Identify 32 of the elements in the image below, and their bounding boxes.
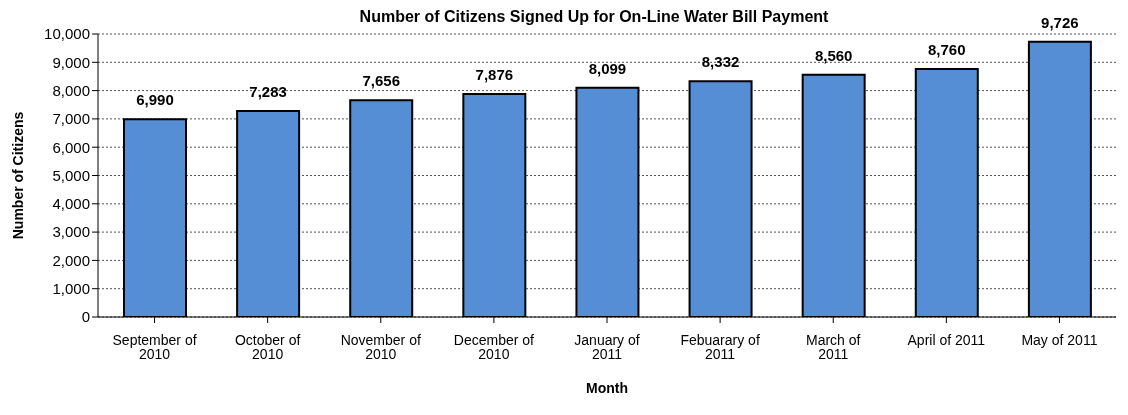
y-tick-label: 10,000 [44,25,90,43]
x-tick-label: Febuarary of 2011 [680,331,760,362]
x-tick-label: December of 2010 [453,331,535,362]
x-axis-title: Month [586,380,628,396]
x-tick-label: October of 2010 [234,331,301,362]
data-label: 6,990 [136,91,174,109]
data-label: 7,656 [362,72,400,90]
x-tick-label: March of 2011 [805,331,861,362]
data-label: 7,876 [475,66,514,84]
data-label: 9,726 [1041,13,1079,31]
data-label: 8,332 [701,53,740,71]
x-tick-label: November of 2010 [340,331,421,362]
y-tick-label: 6,000 [52,138,90,156]
data-label: 7,283 [249,82,287,100]
y-tick-label: 3,000 [52,223,90,241]
data-label: 8,760 [928,41,966,59]
x-tick-label: May of 2011 [1021,331,1098,348]
y-tick-label: 8,000 [52,81,90,99]
x-tick-label: January of 2011 [574,331,640,362]
y-tick-label: 7,000 [52,110,90,128]
y-tick-label: 5,000 [52,166,90,184]
chart-title: Number of Citizens Signed Up for On-Line Water Bill Payment [359,8,829,25]
x-tick-label: September of 2010 [112,331,197,362]
y-tick-label: 4,000 [52,195,90,213]
x-tick-label: April of 2011 [907,331,986,348]
y-tick-label: 1,000 [52,280,90,298]
y-tick-label: 2,000 [52,251,90,269]
data-label: 8,099 [588,59,627,77]
y-axis-title: Number of Citizens [9,111,26,240]
data-label: 8,560 [814,46,853,64]
y-tick-label: 9,000 [52,53,90,71]
y-tick-label: 0 [81,308,90,326]
